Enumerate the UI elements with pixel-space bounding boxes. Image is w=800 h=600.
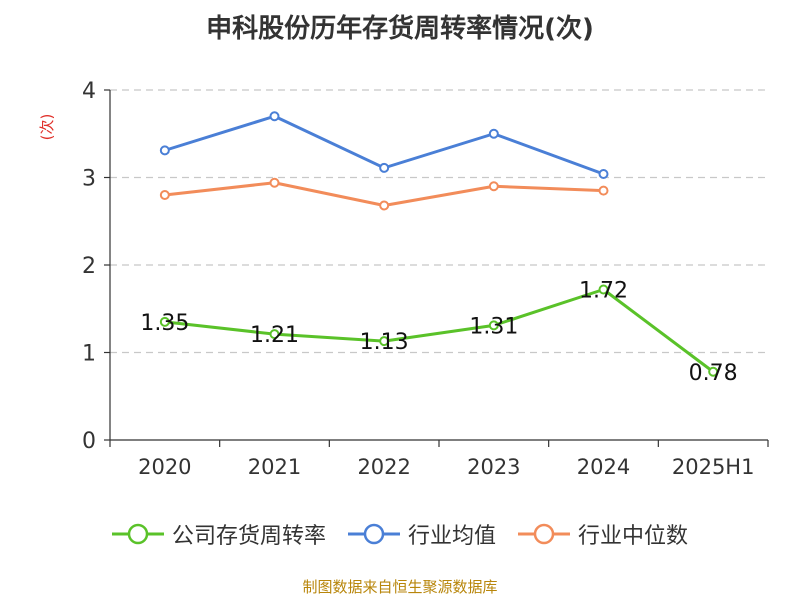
- x-tick-label: 2020: [138, 455, 191, 479]
- data-point-2: [269, 177, 280, 188]
- data-label: 0.78: [689, 361, 738, 386]
- chart-title: 申科股份历年存货周转率情况(次): [206, 14, 594, 44]
- legend-item[interactable]: 公司存货周转率: [111, 518, 326, 550]
- data-label: 1.72: [579, 279, 628, 304]
- data-point-2: [598, 185, 609, 196]
- legend-label: 行业中位数: [578, 524, 689, 549]
- data-label: 1.13: [360, 330, 409, 355]
- data-point-1: [269, 111, 280, 122]
- legend-label: 行业均值: [407, 524, 496, 549]
- legend-item[interactable]: 行业均值: [347, 518, 496, 550]
- data-point-1: [488, 128, 499, 139]
- data-point-2: [488, 181, 499, 192]
- legend-symbol: [347, 523, 400, 545]
- data-point-1: [159, 145, 170, 156]
- y-tick-label: 4: [82, 79, 96, 104]
- data-source-footer: 制图数据来自恒生聚源数据库: [302, 578, 498, 596]
- data-label: 1.21: [250, 323, 299, 348]
- data-point-1: [598, 169, 609, 179]
- data-label: 1.35: [140, 311, 189, 336]
- y-tick-label: 1: [82, 342, 96, 367]
- y-axis-label: (次): [38, 114, 56, 141]
- data-point-0: [708, 366, 719, 377]
- legend-label: 公司存货周转率: [171, 524, 326, 549]
- data-point-0: [598, 284, 609, 295]
- data-point-0: [379, 336, 390, 347]
- series-line-0: [164, 288, 715, 373]
- x-tick-label: 2024: [577, 455, 630, 479]
- data-label: 1.31: [469, 314, 518, 339]
- legend-item[interactable]: 行业中位数: [518, 518, 688, 550]
- data-point-0: [488, 320, 499, 331]
- x-tick-label: 2022: [357, 455, 410, 479]
- y-tick-label: 2: [82, 254, 96, 279]
- y-tick-label: 0: [82, 429, 96, 454]
- legend-symbol: [518, 523, 570, 545]
- data-point-2: [159, 190, 170, 200]
- y-tick-label: 3: [82, 167, 96, 192]
- x-tick-label: 2025H1: [672, 455, 755, 479]
- x-tick-label: 2021: [248, 455, 301, 479]
- legend-symbol: [111, 523, 164, 545]
- data-point-0: [269, 329, 280, 340]
- x-tick-label: 2023: [467, 455, 520, 479]
- chart-legend: 公司存货周转率 行业均值 行业中位数: [0, 518, 800, 550]
- data-point-2: [379, 200, 390, 211]
- data-point-1: [379, 162, 390, 173]
- data-point-0: [159, 316, 170, 327]
